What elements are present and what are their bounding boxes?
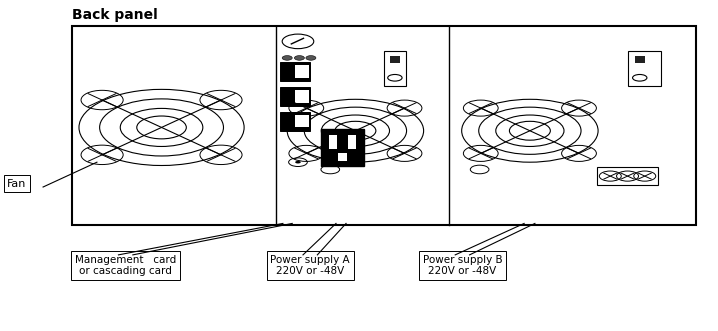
Bar [280,62,310,81]
Bar [72,26,696,225]
Bar [280,87,310,106]
Bar [635,56,645,63]
Bar [329,135,337,149]
Text: Power supply B
220V or -48V: Power supply B 220V or -48V [423,255,502,276]
Bar [628,51,661,86]
Text: Management   card
or cascading card: Management card or cascading card [75,255,177,276]
Bar [384,51,406,86]
Bar [295,65,309,78]
Circle shape [282,56,292,60]
Bar [295,90,309,103]
Bar [338,153,347,161]
Bar [348,135,356,149]
Text: Back panel: Back panel [72,8,157,22]
Bar [390,56,400,63]
Circle shape [295,161,301,164]
Bar [321,129,364,166]
Text: Power supply A
220V or -48V: Power supply A 220V or -48V [271,255,350,276]
Bar [597,167,658,185]
Bar [280,112,310,131]
Circle shape [306,56,316,60]
Circle shape [294,56,304,60]
Bar [295,115,309,127]
Text: Fan: Fan [7,179,27,189]
